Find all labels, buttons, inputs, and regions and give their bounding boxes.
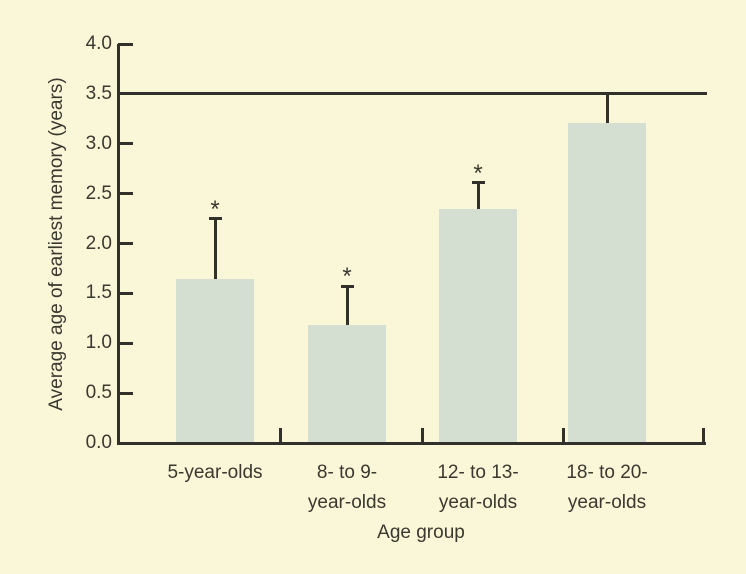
y-tick-label: 3.5 [85,82,112,104]
y-tick [118,142,133,146]
y-tick [118,192,133,196]
y-tick-label: 1.0 [85,332,112,354]
y-tick-label: 1.5 [85,282,112,304]
category-label-line: year-olds [307,492,387,513]
significance-asterisk: * [210,195,220,223]
error-bar-cap [208,217,222,221]
category-label-line: 8- to 9- [316,462,378,483]
bar [308,325,386,443]
y-tick [118,92,133,96]
bar [176,279,254,443]
error-bar-line [213,218,217,280]
y-tick-label: 2.5 [85,182,112,204]
category-label-line: 18- to 20- [566,462,648,483]
x-tick [278,428,282,443]
y-tick-label: 2.0 [85,232,112,254]
category-label-line: 12- to 13- [437,462,519,483]
category-label-line: year-olds [567,492,647,513]
error-bar-line [605,93,609,123]
y-tick-label: 0.0 [85,432,112,453]
x-axis-line [116,441,706,445]
y-tick-label: 4.0 [85,33,112,54]
significance-asterisk: * [473,159,483,187]
category-label-line: 5-year-olds [167,462,263,483]
error-bar-cap [471,181,485,185]
y-tick-label: 3.0 [85,132,112,154]
y-tick [118,242,133,245]
x-tick [561,428,565,443]
category-label-line: year-olds [438,492,518,513]
error-bar-cap [600,92,614,96]
x-tick [420,428,424,443]
y-tick [118,341,133,345]
y-tick [118,42,133,46]
y-tick [118,291,133,295]
bar [568,122,646,443]
x-tick [701,428,705,443]
bar [439,208,517,443]
error-bar-line [345,286,349,326]
reference-line [116,92,707,96]
y-tick [118,391,133,395]
error-bar-line [476,182,480,209]
significance-asterisk: * [342,263,352,291]
x-axis-label: Age group [377,522,465,543]
error-bar-cap [340,284,354,288]
y-tick-label: 0.5 [85,382,112,404]
